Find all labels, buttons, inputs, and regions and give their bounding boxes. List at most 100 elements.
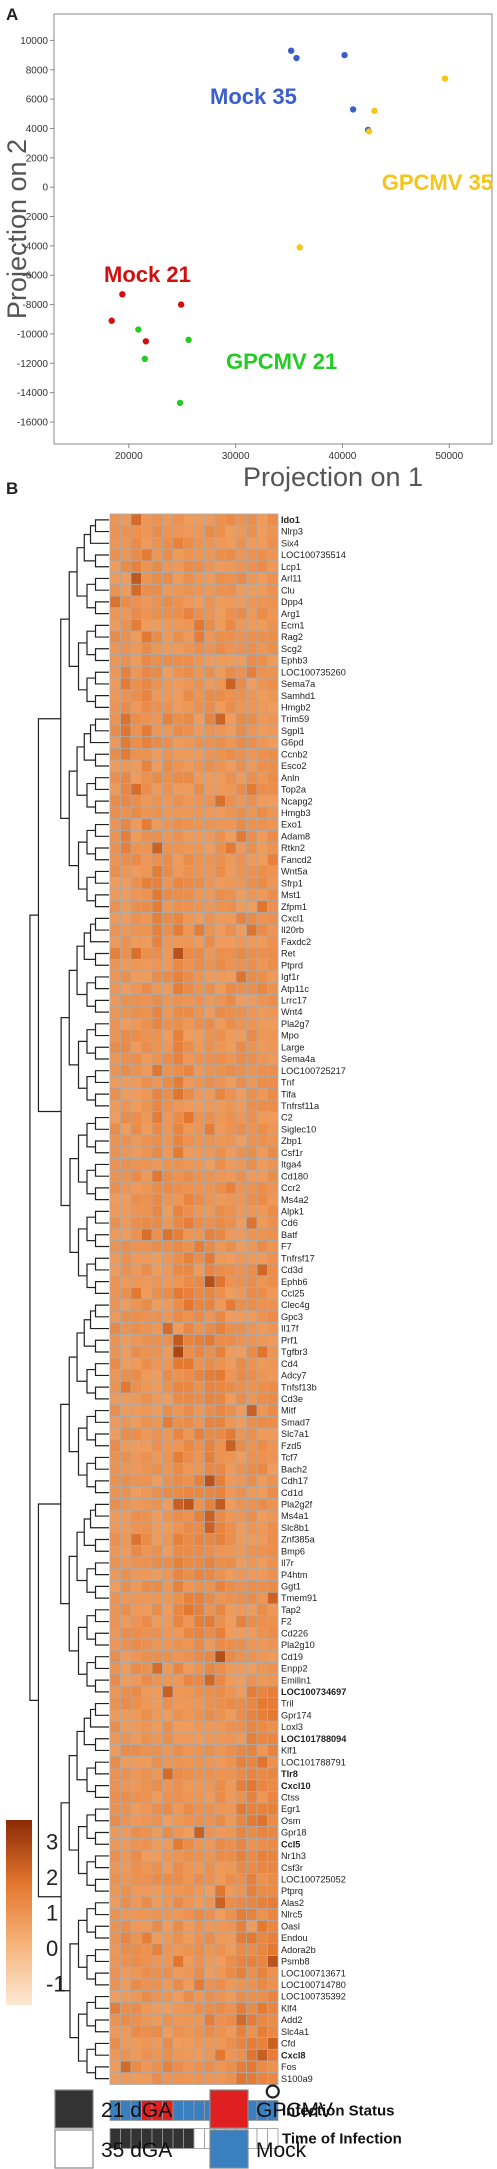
heatmap-cell [120,1697,132,1710]
heatmap-cell [130,1966,142,1980]
heatmap-cell [256,1638,268,1652]
heatmap-cell [141,1427,153,1441]
heatmap-cell [162,572,174,585]
heatmap-cell [183,572,195,585]
heatmap-cell [141,1638,153,1652]
heatmap-cell [246,1169,258,1183]
heatmap-cell [141,1697,153,1710]
heatmap-cell [120,619,132,632]
heatmap-cell [183,1099,195,1113]
row-label: Slc8b1 [281,1523,309,1533]
heatmap-cell [162,1052,174,1066]
heatmap-cell [267,1709,279,1722]
heatmap-cell [193,2025,205,2039]
heatmap-cell [172,2072,184,2085]
heatmap-cell [256,1603,268,1617]
heatmap-cell [151,1603,163,1617]
heatmap-cell [204,1334,216,1347]
heatmap-cell [162,701,174,714]
heatmap-cell [172,583,184,597]
heatmap-cell [246,1205,258,1218]
heatmap-cell [214,1685,226,1699]
heatmap-cell [130,1158,142,1171]
heatmap-cell [162,1744,174,1757]
dendrogram-branch [94,1995,109,2009]
heatmap-cell [225,677,237,691]
annotation-cell [193,2100,205,2121]
heatmap-cell [130,1334,142,1347]
heatmap-cell [267,830,279,843]
heatmap-cell [256,2013,268,2027]
heatmap-cell [130,806,142,820]
heatmap-cell [183,1814,195,1828]
heatmap-cell [141,783,153,796]
heatmap-cell [204,2072,216,2085]
heatmap-cell [120,1427,132,1441]
heatmap: Ido1Nlrp3Six4LOC100735514Lcp1Arl11CluDpp… [6,513,402,2169]
heatmap-cell [130,1287,142,1300]
heatmap-cell [172,560,184,574]
heatmap-cell [225,1404,237,1417]
heatmap-cell [109,1251,121,1265]
heatmap-cell [120,642,132,656]
row-label: Klf1 [281,1746,297,1756]
heatmap-cell [183,1287,195,1300]
heatmap-cell [235,1181,247,1195]
row-label: Clu [281,585,295,595]
heatmap-cell [141,1099,153,1113]
heatmap-cell [193,783,205,796]
heatmap-cell [141,923,153,937]
heatmap-cell [109,1193,121,1206]
heatmap-cell [235,2025,247,2039]
heatmap-cell [172,1873,184,1886]
heatmap-cell [214,1627,226,1640]
heatmap-cell [214,665,226,679]
heatmap-cell [172,1955,184,1968]
heatmap-cell [235,1380,247,1394]
heatmap-cell [151,1404,163,1417]
heatmap-cell [162,1205,174,1218]
heatmap-cell [120,537,132,550]
heatmap-cell [141,2037,153,2050]
dendrogram-branch [94,519,109,533]
heatmap-cell [246,958,258,972]
heatmap-cell [162,1908,174,1921]
heatmap-cell [204,1357,216,1370]
heatmap-cell [204,1802,216,1816]
heatmap-cell [183,560,195,574]
row-label: Sema4a [281,1054,316,1064]
heatmap-cell [109,583,121,597]
heatmap-cell [141,513,153,527]
colorbar [6,1820,32,2005]
heatmap-cell [225,947,237,960]
heatmap-cell [162,888,174,902]
heatmap-cell [183,712,195,726]
heatmap-cell [267,1451,279,1464]
heatmap-cell [172,654,184,667]
heatmap-cell [172,736,184,749]
heatmap-cell [130,689,142,702]
heatmap-cell [204,1990,216,2003]
heatmap-cell [109,1978,121,1992]
heatmap-cell [246,1779,258,1792]
heatmap-cell [235,1158,247,1171]
heatmap-cell [267,1345,279,1359]
heatmap-cell [225,630,237,644]
row-label: Egr1 [281,1804,300,1814]
heatmap-cell [130,853,142,867]
dendrogram-branch [94,601,109,615]
heatmap-cell [162,548,174,562]
heatmap-cell [130,1205,142,1218]
heatmap-cell [214,994,226,1007]
heatmap-cell [172,1673,184,1687]
heatmap-cell [172,1744,184,1757]
heatmap-cell [256,1345,268,1359]
heatmap-cell [183,1662,195,1675]
heatmap-cell [256,1791,268,1804]
heatmap-cell [246,1251,258,1265]
heatmap-cell [204,1814,216,1828]
heatmap-cell [162,912,174,925]
heatmap-cell [183,1334,195,1347]
row-label: Arg1 [281,609,300,619]
heatmap-cell [183,994,195,1007]
